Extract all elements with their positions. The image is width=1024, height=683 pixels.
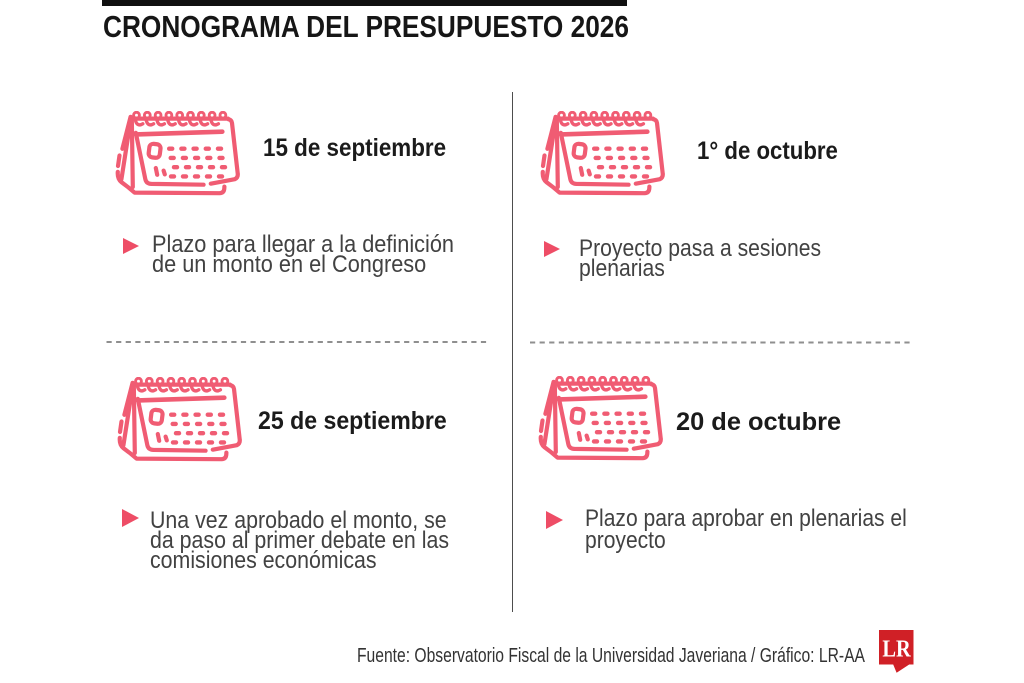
svg-text:LR: LR (882, 635, 911, 662)
